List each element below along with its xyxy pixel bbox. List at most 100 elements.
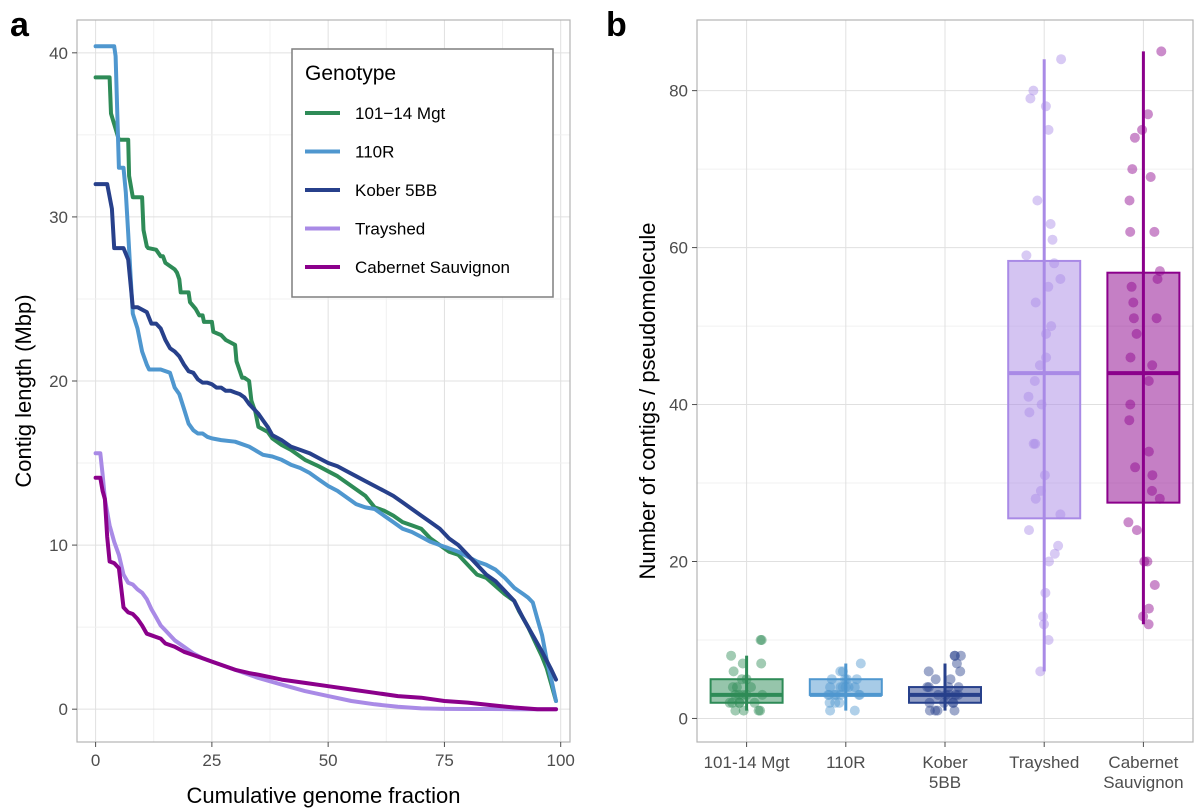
jitter-point: [1035, 485, 1046, 496]
jitter-point: [932, 705, 943, 716]
jitter-point: [1147, 485, 1157, 496]
jitter-point: [755, 705, 766, 716]
jitter-point: [737, 658, 748, 669]
jitter-point: [1043, 635, 1054, 645]
jitter-point: [1143, 446, 1154, 457]
jitter-point: [826, 674, 837, 685]
jitter-point: [1047, 234, 1058, 245]
panel-b-letter: b: [606, 6, 627, 44]
jitter-point: [951, 658, 962, 669]
jitter-point: [1124, 415, 1135, 426]
jitter-point: [1128, 297, 1139, 308]
jitter-point: [738, 705, 749, 716]
legend-label: 101−14 Mgt: [355, 104, 446, 123]
jitter-point: [1125, 226, 1136, 237]
panel-a-line-chart: 0 25 50 75 100 0 10 20 30 40 Cumulative genome fr…: [11, 19, 575, 808]
jitter-point: [843, 682, 854, 693]
jitter-point: [1049, 548, 1060, 559]
jitter-point: [943, 682, 954, 693]
jitter-point: [1055, 274, 1066, 284]
jitter-point: [1039, 470, 1050, 481]
jitter-point: [1149, 580, 1160, 590]
a-x-tick-label: 25: [202, 751, 221, 770]
jitter-point: [1143, 109, 1153, 120]
a-y-tick-label: 30: [49, 208, 68, 227]
jitter-point: [724, 697, 735, 708]
jitter-point: [825, 705, 836, 716]
b-x-tick-label: 101-14 Mgt: [704, 753, 790, 772]
jitter-point: [1041, 328, 1052, 339]
jitter-point: [730, 689, 741, 700]
legend-label: Kober 5BB: [355, 181, 437, 200]
jitter-point: [1137, 124, 1148, 135]
jitter-point: [840, 674, 850, 685]
jitter-point: [923, 666, 934, 677]
jitter-point: [930, 674, 941, 685]
jitter-point: [924, 705, 935, 716]
jitter-point: [924, 697, 935, 708]
jitter-point: [955, 650, 966, 661]
jitter-point: [953, 689, 964, 700]
jitter-point: [1041, 352, 1052, 363]
jitter-point: [728, 666, 739, 677]
panel-b-tick-labels: 0 20 40 60 80 101-14 Mgt 110R Kober 5BB Trayshed C…: [669, 82, 1183, 792]
jitter-point: [939, 697, 950, 708]
jitter-point: [1145, 172, 1156, 182]
jitter-point: [947, 697, 958, 708]
jitter-point: [1030, 438, 1041, 449]
jitter-point: [1040, 101, 1051, 112]
jitter-point: [1126, 281, 1137, 292]
jitter-point: [736, 674, 747, 685]
jitter-point: [726, 650, 737, 661]
panel-a-x-axis-label: Cumulative genome fraction: [187, 783, 461, 808]
series-line-kober-5bb: [93, 182, 558, 682]
jitter-point: [727, 682, 738, 693]
jitter-point: [741, 689, 752, 700]
jitter-point: [923, 682, 934, 693]
jitter-point: [1053, 540, 1064, 551]
jitter-point: [1040, 587, 1051, 598]
jitter-point: [1123, 517, 1134, 528]
jitter-point: [1021, 250, 1032, 261]
jitter-point: [830, 697, 841, 708]
jitter-point: [824, 697, 835, 708]
b-x-tick-label: Trayshed: [1009, 753, 1079, 772]
jitter-point: [930, 705, 941, 716]
jitter-point: [1143, 619, 1154, 630]
jitter-point: [950, 689, 961, 700]
jitter-point: [1139, 556, 1150, 567]
legend-title: Genotype: [305, 62, 396, 85]
jitter-point: [837, 666, 848, 677]
jitter-point: [1131, 525, 1142, 536]
box-iqr: [1007, 259, 1082, 520]
a-y-tick-label: 20: [49, 372, 68, 391]
b-y-tick-label: 40: [669, 396, 688, 415]
legend-label: Trayshed: [355, 220, 425, 239]
panel-a-series-lines: [93, 44, 558, 712]
legend-label: Cabernet Sauvignon: [355, 258, 510, 277]
jitter-point: [1030, 297, 1041, 308]
jitter-point: [1028, 438, 1039, 449]
jitter-point: [1032, 195, 1043, 206]
jitter-point: [854, 689, 865, 700]
box-iqr: [1106, 271, 1181, 504]
jitter-point: [1154, 493, 1165, 504]
jitter-point: [1138, 611, 1149, 622]
jitter-point: [1149, 226, 1160, 237]
b-y-tick-label: 80: [669, 82, 688, 101]
jitter-point: [1045, 219, 1056, 229]
jitter-point: [1125, 399, 1136, 410]
series-line-101-14-mgt: [93, 75, 558, 703]
jitter-point: [1056, 54, 1067, 65]
jitter-point: [835, 689, 846, 700]
jitter-point: [753, 705, 764, 716]
jitter-point: [734, 697, 745, 708]
series-line-110r: [93, 44, 558, 703]
a-x-tick-label: 100: [547, 751, 575, 770]
jitter-point: [741, 674, 752, 685]
jitter-point: [1049, 258, 1060, 269]
a-y-tick-label: 40: [49, 44, 68, 63]
panel-b-box-plot: 0 20 40 60 80 101-14 Mgt 110R Kober 5BB Trayshed C…: [635, 19, 1194, 792]
jitter-point: [1131, 328, 1142, 339]
